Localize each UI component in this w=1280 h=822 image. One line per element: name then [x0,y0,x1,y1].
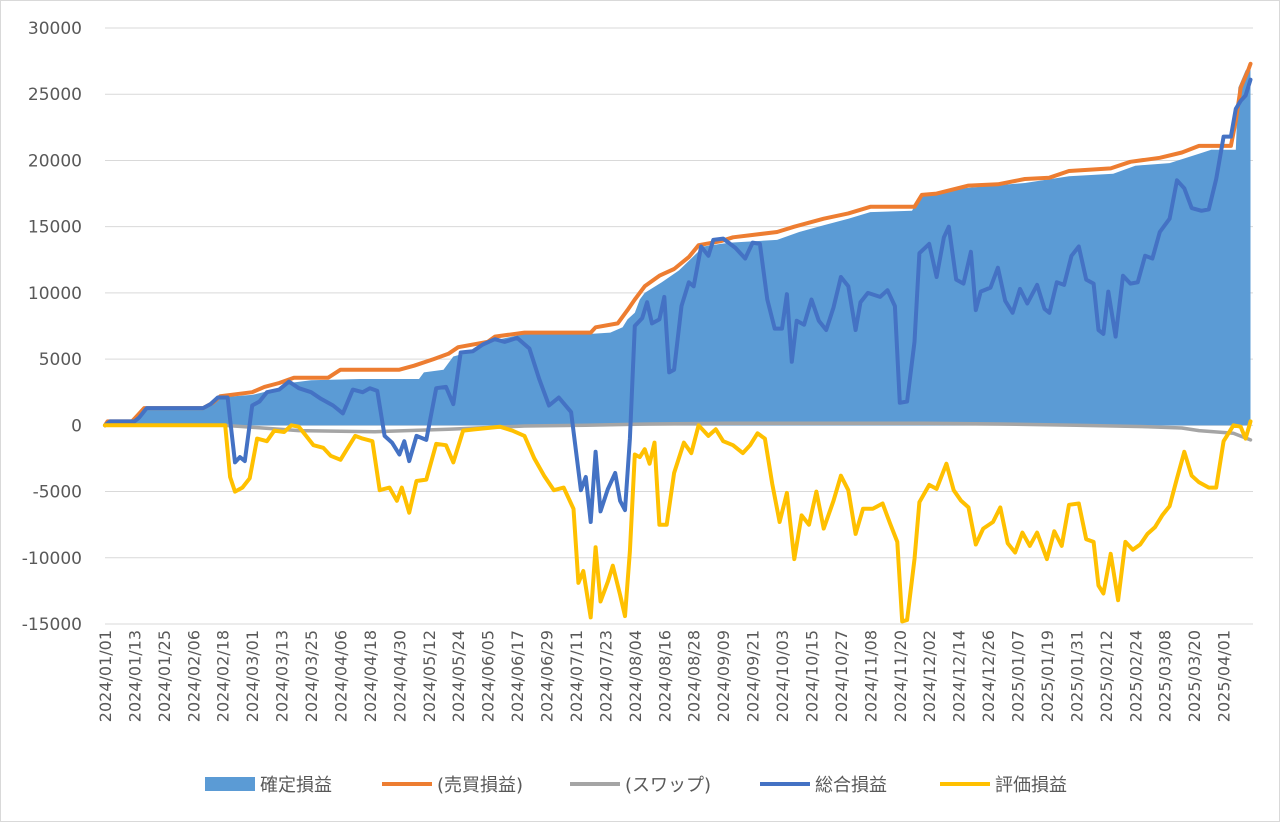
x-tick-label: 2024/12/26 [979,630,998,722]
series-line [103,77,1253,524]
x-tick-label: 2024/06/05 [479,630,498,722]
y-tick-label: -10000 [22,549,82,569]
x-tick-label: 2024/09/09 [714,630,733,722]
x-tick-label: 2024/07/23 [596,630,615,722]
x-tick-label: 2024/01/13 [125,630,144,722]
series-line [103,419,1253,624]
x-tick-label: 2024/11/20 [891,630,910,722]
y-tick-label: 20000 [28,151,82,171]
x-tick-label: 2024/05/24 [449,630,468,722]
series-area [105,65,1251,426]
x-tick-label: 2024/04/18 [361,630,380,722]
legend-label: 確定損益 [260,775,332,796]
series-line [103,421,1253,442]
x-tick-label: 2024/12/02 [920,630,939,722]
x-tick-label: 2024/07/11 [567,630,586,722]
x-tick-label: 2024/11/08 [861,630,880,722]
x-tick-label: 2024/04/06 [331,630,350,722]
y-tick-label: 30000 [28,19,82,39]
x-tick-label: 2025/03/08 [1156,630,1175,722]
x-tick-label: 2024/01/01 [96,630,115,722]
x-tick-label: 2024/05/12 [420,630,439,722]
x-tick-label: 2024/04/30 [390,630,409,722]
x-tick-label: 2024/08/16 [655,630,674,722]
y-tick-label: 25000 [28,85,82,105]
x-tick-label: 2024/08/28 [685,630,704,722]
x-tick-label: 2025/04/01 [1215,630,1234,722]
legend-label: (売買損益) [437,775,523,796]
x-tick-label: 2024/03/01 [243,630,262,722]
x-tick-label: 2024/10/15 [802,630,821,722]
series-line [103,61,1253,428]
x-tick-label: 2024/02/06 [184,630,203,722]
x-tick-label: 2024/06/17 [508,630,527,722]
x-tick-label: 2025/02/24 [1126,630,1145,722]
x-tick-label: 2025/01/07 [1009,630,1028,722]
y-tick-label: -15000 [22,615,82,635]
x-tick-label: 2024/10/03 [773,630,792,722]
x-tick-label: 2025/02/12 [1097,630,1116,722]
y-tick-label: 0 [71,416,82,436]
y-tick-label: 5000 [39,350,82,370]
x-tick-label: 2024/02/18 [214,630,233,722]
y-axis-ticks: -15000 -10000 -5000 0 5000 10000 15000 20000 250… [22,19,82,635]
x-tick-label: 2024/01/25 [155,630,174,722]
series-group [103,61,1253,624]
x-tick-label: 2024/09/21 [744,630,763,722]
x-tick-label: 2024/03/25 [302,630,321,722]
x-tick-label: 2024/06/29 [538,630,557,722]
x-tick-label: 2025/03/20 [1185,630,1204,722]
y-tick-label: -5000 [33,483,82,503]
x-tick-label: 2024/08/04 [626,630,645,722]
x-tick-label: 2025/01/31 [1067,630,1086,722]
x-tick-label: 2024/10/27 [832,630,851,722]
legend: 確定損益 (売買損益) (スワップ) 総合損益 評価損益 [205,775,1067,796]
legend-swatch [205,777,255,791]
legend-label: (スワップ) [625,775,711,796]
y-tick-label: 10000 [28,284,82,304]
x-tick-label: 2024/03/13 [273,630,292,722]
x-tick-label: 2025/01/19 [1038,630,1057,722]
y-tick-label: 15000 [28,218,82,238]
x-tick-label: 2024/12/14 [950,630,969,722]
legend-label: 評価損益 [995,775,1067,796]
legend-label: 総合損益 [815,775,887,796]
